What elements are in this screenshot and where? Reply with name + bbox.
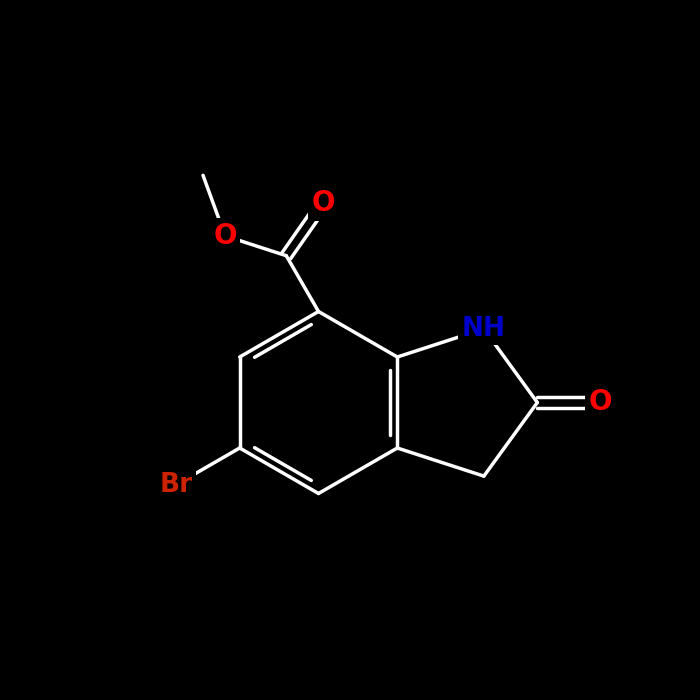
Text: O: O	[589, 389, 612, 416]
Text: Br: Br	[160, 472, 192, 498]
Text: O: O	[214, 222, 237, 250]
Text: O: O	[312, 189, 335, 217]
Text: NH: NH	[462, 316, 506, 342]
